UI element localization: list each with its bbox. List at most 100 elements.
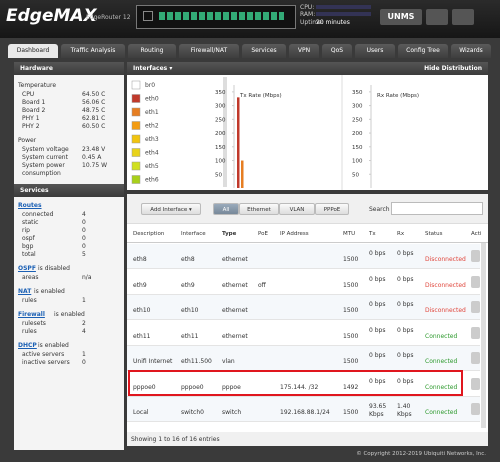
filter-button[interactable]: VLAN [279, 203, 315, 215]
cell-mtu: 1500 [343, 281, 359, 289]
cell-status: Disconnected [425, 281, 466, 289]
add-interface[interactable]: Add Interface ▾ [141, 203, 201, 215]
interface-name: eth5 [145, 163, 159, 170]
cell-description: eth9 [133, 281, 147, 289]
cpu-bar [316, 5, 371, 9]
y-tick-label: 250 [352, 117, 363, 123]
row-label: CPU [22, 91, 35, 98]
row-label: rules [22, 328, 37, 335]
cell-description: Unifi Internet [133, 358, 173, 365]
section-link[interactable]: DHCP [18, 342, 37, 349]
cell-type: vlan [222, 358, 235, 365]
row-label: PHY 1 [22, 115, 40, 122]
tab[interactable]: Routing [128, 44, 176, 58]
unms-button[interactable]: UNMS [380, 9, 422, 25]
cell-mtu: 1492 [343, 383, 359, 391]
row-label: areas [22, 274, 39, 281]
user-button[interactable] [426, 9, 448, 25]
section-title: Power [18, 137, 37, 144]
interface-name: br0 [145, 82, 155, 89]
section-link[interactable]: Firewall [18, 311, 45, 318]
filter-button[interactable]: All [213, 203, 239, 215]
tab[interactable]: Dashboard [8, 44, 58, 58]
tab[interactable]: Traffic Analysis [61, 44, 125, 58]
column-header: Rx [397, 231, 405, 237]
search-box[interactable] [391, 202, 483, 215]
action-button[interactable] [471, 326, 480, 339]
cell-mtu: 1500 [343, 358, 359, 365]
interfaces-table: Add Interface ▾ All Ethernet VLAN PPPoE Searc… [127, 194, 488, 446]
row-value: 0 [82, 359, 86, 366]
action-button[interactable] [471, 301, 480, 313]
y-tick-label: 350 [215, 90, 226, 96]
cell-rx: 0 bps [397, 352, 414, 359]
cell-interface: pppoe0 [181, 383, 204, 391]
row-label: rules [22, 297, 37, 304]
tab[interactable]: Wizards [451, 44, 491, 58]
left-panel: Hardware Temperature CPU 64.50 C Board 1 56.0… [14, 62, 124, 450]
cpu-label: CPU: [300, 4, 315, 11]
column-header: Interface [181, 231, 206, 237]
table-row [127, 295, 480, 320]
row-value: 4 [82, 328, 86, 335]
cell-description: Local [133, 409, 149, 416]
section-link[interactable]: NAT [18, 288, 32, 295]
chart-title: Rx Rate (Mbps) [377, 93, 419, 99]
table-row [127, 244, 480, 269]
cell-tx: 0 bps [369, 275, 386, 283]
tab[interactable]: Services [242, 44, 286, 58]
table-row [127, 371, 480, 397]
color-box [131, 175, 141, 184]
cell-rx: 1.40 Kbps [397, 403, 412, 418]
tab[interactable]: Users [355, 44, 395, 58]
cell-interface: eth8 [181, 256, 195, 263]
tx-bar [241, 160, 244, 188]
interfaces-title[interactable]: Interfaces ▾ [133, 65, 173, 72]
action-button[interactable] [471, 403, 480, 415]
tx-bar [237, 97, 240, 188]
section-link[interactable]: Routes [18, 202, 42, 209]
row-label: Board 2 [22, 107, 46, 114]
header-line [127, 242, 488, 243]
tab[interactable]: QoS [322, 44, 352, 58]
y-tick-label: 100 [352, 159, 363, 165]
column-header: Description [133, 231, 165, 237]
tab[interactable]: Firewall/NAT [179, 44, 239, 58]
section-link[interactable]: OSPF [18, 265, 36, 272]
settings-button[interactable] [452, 9, 474, 25]
column-header: Status [425, 231, 443, 237]
uptime: 20 minutes [316, 19, 350, 26]
action-button[interactable] [471, 377, 480, 390]
y-tick-label: 200 [352, 131, 363, 137]
ports [159, 12, 284, 20]
row-value: 48.75 C [82, 107, 106, 114]
action-button[interactable] [471, 250, 480, 262]
interfaces-panel: Interfaces ▾ Hide Distribution br0 eth0 eth… [127, 62, 488, 190]
cell-mtu: 1500 [343, 332, 359, 340]
interface-name: eth3 [145, 136, 159, 143]
hide-distribution[interactable]: Hide Distribution [424, 65, 482, 72]
action-button[interactable] [471, 275, 480, 288]
ram-label: RAM: [300, 11, 316, 18]
scrollbar [481, 243, 486, 428]
cell-type: ethernet [222, 332, 248, 340]
row-label: total [22, 251, 36, 258]
action-button[interactable] [471, 352, 480, 364]
filter-button[interactable]: PPPoE [315, 203, 349, 215]
tab[interactable]: VPN [289, 44, 319, 58]
copyright: © Copyright 2012-2019 Ubiquiti Networks,… [356, 451, 486, 457]
y-tick-label: 50 [352, 172, 359, 178]
column-header: PoE [258, 231, 268, 237]
cell-type: pppoe [222, 383, 241, 391]
row-label: System power [22, 162, 65, 169]
filter-button[interactable]: Ethernet [239, 203, 279, 215]
entries-info: Showing 1 to 16 of 16 entries [131, 436, 220, 443]
table-row [127, 320, 480, 346]
interface-name: eth4 [145, 150, 159, 157]
cell-status: Connected [425, 409, 458, 416]
tab[interactable]: Config Tree [398, 44, 448, 58]
row-label: System voltage [22, 146, 69, 153]
cell-description: eth8 [133, 256, 147, 263]
port [143, 11, 153, 21]
cell-status: Connected [425, 358, 458, 365]
